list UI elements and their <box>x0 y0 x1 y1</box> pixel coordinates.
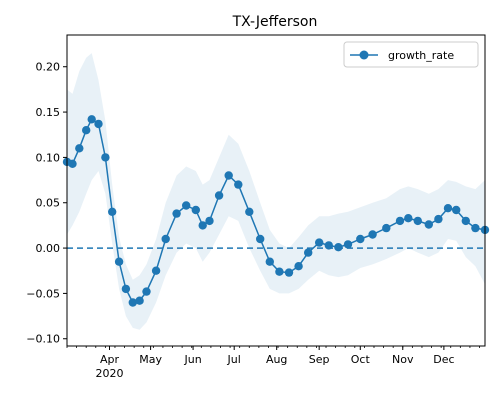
chart-title: TX-Jefferson <box>232 14 318 30</box>
data-point <box>151 266 161 275</box>
data-point <box>101 153 110 162</box>
plot-frame <box>66 34 486 347</box>
data-point <box>182 201 191 210</box>
data-point <box>395 216 405 226</box>
data-point <box>424 220 433 229</box>
x-tick-label: May <box>139 353 162 366</box>
data-point <box>114 257 124 266</box>
data-point <box>135 296 144 305</box>
y-tick-label: −0.10 <box>26 333 60 346</box>
data-point <box>324 241 333 250</box>
data-point <box>284 268 294 277</box>
y-tick-label: −0.05 <box>26 287 60 300</box>
data-point <box>413 216 422 226</box>
data-point <box>382 223 391 233</box>
data-point <box>142 287 151 296</box>
x-tick-label: Oct <box>351 353 371 366</box>
data-point <box>205 216 214 226</box>
x-tick-label: Sep <box>309 353 330 366</box>
data-point <box>75 144 84 153</box>
data-point <box>265 257 274 266</box>
data-point <box>224 171 233 180</box>
data-point <box>343 240 353 249</box>
data-point <box>161 234 170 244</box>
y-tick-label: 0.05 <box>36 197 61 210</box>
data-point <box>356 234 365 244</box>
data-point <box>82 126 91 135</box>
data-point <box>234 180 243 189</box>
data-point <box>434 214 443 224</box>
y-tick-label: 0.00 <box>36 242 61 255</box>
data-point <box>452 205 461 215</box>
series-points-layer <box>62 115 490 307</box>
data-point <box>94 119 103 129</box>
data-point <box>172 209 181 218</box>
y-tick-label: 0.20 <box>36 61 61 74</box>
data-point <box>191 205 200 215</box>
x-tick-sublabel: 2020 <box>95 367 123 380</box>
data-point <box>315 238 324 247</box>
data-point <box>108 207 117 216</box>
data-point <box>461 216 470 226</box>
data-point <box>294 262 303 271</box>
data-point <box>87 115 96 124</box>
confidence-band-layer <box>67 53 485 330</box>
confidence-band <box>67 53 485 330</box>
x-tick-label: Aug <box>266 353 287 366</box>
x-tick-label: Nov <box>392 353 414 366</box>
data-point <box>275 267 284 276</box>
data-point <box>121 284 131 294</box>
legend-label: growth_rate <box>388 49 454 62</box>
x-tick-label: Apr <box>100 353 120 366</box>
x-tick-label: Dec <box>433 353 454 366</box>
data-point <box>245 207 254 216</box>
data-point <box>304 248 313 257</box>
data-point <box>214 191 224 200</box>
data-point <box>198 221 207 230</box>
plot-area <box>62 53 490 330</box>
data-point <box>128 298 137 307</box>
data-point <box>443 204 453 213</box>
y-tick-label: 0.10 <box>36 151 61 164</box>
data-point <box>368 230 377 239</box>
legend-box <box>343 41 479 68</box>
data-point <box>471 223 480 233</box>
legend: growth_rate <box>343 41 479 68</box>
data-point <box>334 243 343 252</box>
legend-marker-icon <box>359 50 369 60</box>
x-tick-label: Jul <box>227 353 241 366</box>
x-tick-label: Jun <box>183 353 201 366</box>
data-point <box>404 214 413 223</box>
y-tick-label: 0.15 <box>36 106 61 119</box>
y-axis: −0.10 −0.05 0.00 0.05 0.10 0.15 0.20 <box>26 61 67 346</box>
data-point <box>256 234 265 244</box>
data-point <box>68 159 77 168</box>
